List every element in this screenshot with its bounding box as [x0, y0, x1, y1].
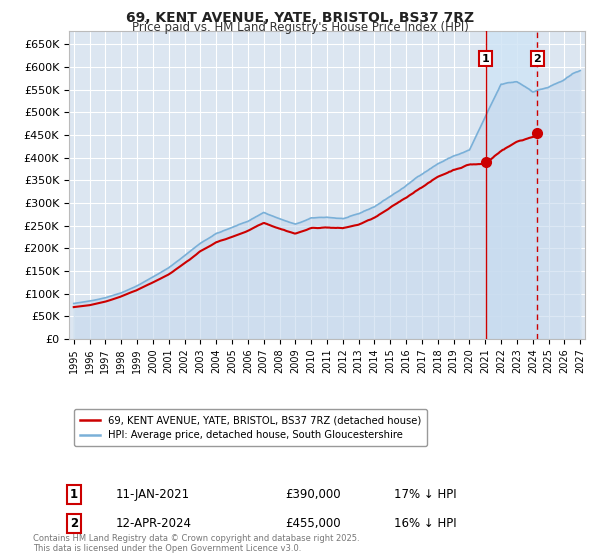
Text: 11-JAN-2021: 11-JAN-2021 [115, 488, 190, 501]
Text: 2: 2 [533, 54, 541, 63]
Text: 12-APR-2024: 12-APR-2024 [115, 517, 191, 530]
Text: 69, KENT AVENUE, YATE, BRISTOL, BS37 7RZ: 69, KENT AVENUE, YATE, BRISTOL, BS37 7RZ [126, 11, 474, 25]
Text: 2: 2 [70, 517, 78, 530]
Text: £455,000: £455,000 [286, 517, 341, 530]
Text: 17% ↓ HPI: 17% ↓ HPI [394, 488, 457, 501]
Text: 1: 1 [482, 54, 490, 63]
Text: 1: 1 [70, 488, 78, 501]
Legend: 69, KENT AVENUE, YATE, BRISTOL, BS37 7RZ (detached house), HPI: Average price, d: 69, KENT AVENUE, YATE, BRISTOL, BS37 7RZ… [74, 409, 427, 446]
Text: 16% ↓ HPI: 16% ↓ HPI [394, 517, 457, 530]
Bar [486, 31, 537, 339]
Text: £390,000: £390,000 [286, 488, 341, 501]
Text: Price paid vs. HM Land Registry's House Price Index (HPI): Price paid vs. HM Land Registry's House … [131, 21, 469, 34]
Text: Contains HM Land Registry data © Crown copyright and database right 2025.
This d: Contains HM Land Registry data © Crown c… [33, 534, 359, 553]
